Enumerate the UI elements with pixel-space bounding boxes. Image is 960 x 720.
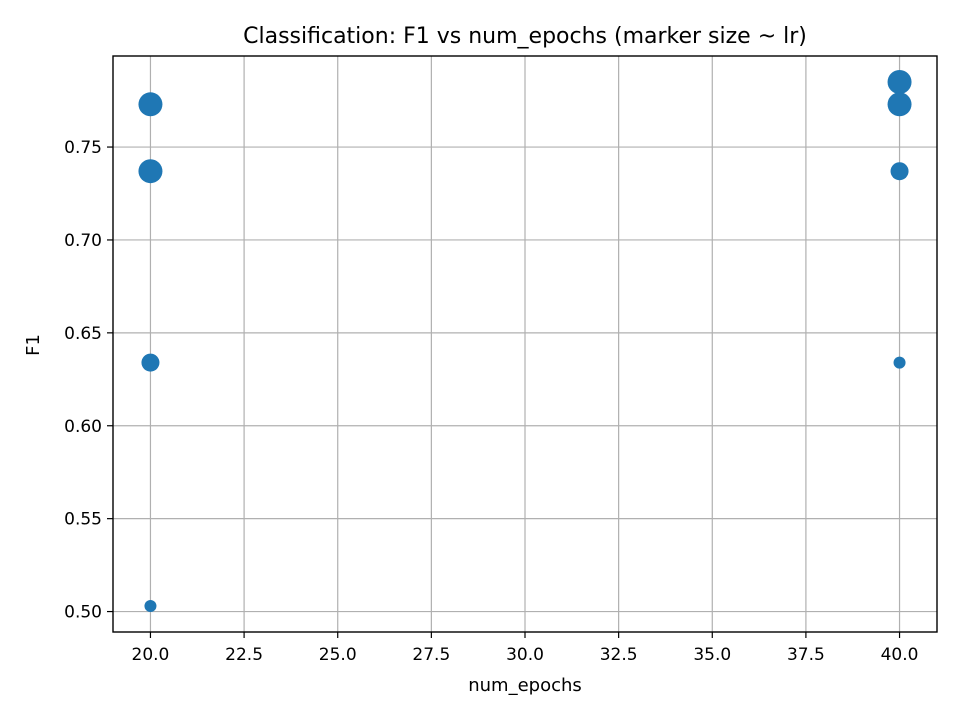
x-tick-label: 37.5 [787,645,825,665]
y-tick-label: 0.75 [64,138,102,158]
chart-title: Classification: F1 vs num_epochs (marker… [243,24,807,49]
x-tick-label: 30.0 [506,645,544,665]
scatter-point [887,70,912,95]
data-points [138,70,912,612]
axis-ticks: 20.0 22.5 25.0 27.5 30.0 32.5 35.0 37.5 40.0 0.50… [64,138,918,665]
x-tick-label: 35.0 [693,645,731,665]
scatter-point [141,353,160,372]
scatter-point [890,162,909,181]
scatter-point [144,599,157,612]
scatter-point [887,92,912,117]
y-tick-label: 0.65 [64,324,102,344]
x-tick-label: 27.5 [412,645,450,665]
x-tick-label: 20.0 [132,645,170,665]
y-axis-label: F1 [23,334,44,356]
grid [113,56,937,632]
scatter-point [138,159,163,184]
y-tick-label: 0.60 [64,417,102,437]
x-axis-label: num_epochs [468,675,582,696]
y-tick-label: 0.70 [64,231,102,251]
y-tick-label: 0.50 [64,603,102,623]
x-tick-label: 40.0 [881,645,919,665]
y-tick-label: 0.55 [64,510,102,530]
x-tick-label: 22.5 [225,645,263,665]
scatter-point [138,92,163,117]
x-tick-label: 32.5 [600,645,638,665]
x-tick-label: 25.0 [319,645,357,665]
scatter-point [893,356,906,369]
